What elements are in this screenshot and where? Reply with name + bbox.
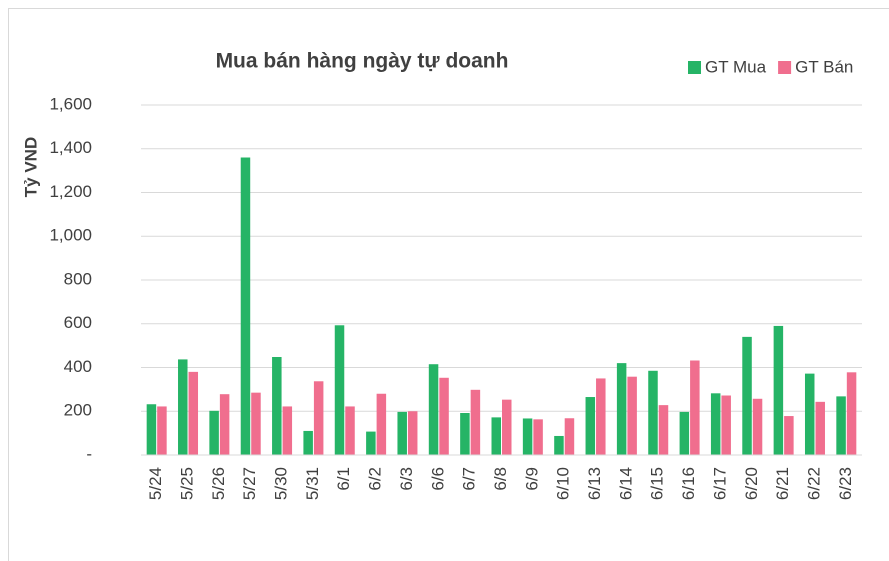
bar bbox=[533, 419, 543, 455]
x-tick-label: 6/8 bbox=[491, 467, 510, 491]
bar bbox=[334, 325, 345, 455]
x-tick-label: 5/27 bbox=[240, 467, 259, 500]
y-tick-label: 800 bbox=[64, 269, 92, 288]
bar bbox=[648, 370, 658, 455]
bar bbox=[157, 406, 167, 455]
bar bbox=[146, 404, 157, 455]
bar bbox=[846, 372, 857, 455]
bar bbox=[690, 360, 700, 455]
bar bbox=[178, 359, 188, 455]
x-tick-label: 5/24 bbox=[146, 467, 165, 500]
bar bbox=[773, 325, 784, 455]
bar bbox=[366, 431, 376, 455]
bar bbox=[376, 393, 387, 455]
x-tick-label: 6/20 bbox=[742, 467, 761, 500]
bar bbox=[407, 411, 418, 455]
x-tick-label: 6/6 bbox=[428, 467, 447, 491]
y-tick-label: 400 bbox=[64, 357, 92, 376]
bar bbox=[836, 396, 846, 455]
bar bbox=[428, 364, 439, 455]
bar bbox=[627, 376, 637, 455]
bar bbox=[815, 401, 825, 455]
bar bbox=[721, 395, 731, 455]
legend-label: GT Bán bbox=[795, 57, 853, 76]
bar bbox=[272, 357, 282, 455]
bar bbox=[491, 417, 501, 455]
bar bbox=[564, 418, 575, 455]
x-tick-label: 6/23 bbox=[836, 467, 855, 500]
bar bbox=[345, 406, 355, 455]
x-tick-label: 6/10 bbox=[554, 467, 573, 500]
y-tick-label: 1,200 bbox=[49, 182, 92, 201]
x-tick-label: 6/21 bbox=[773, 467, 792, 500]
x-tick-label: 6/16 bbox=[679, 467, 698, 500]
bar bbox=[522, 418, 533, 455]
y-tick-label: 1,000 bbox=[49, 226, 92, 245]
bar bbox=[397, 411, 407, 455]
x-tick-label: 5/26 bbox=[209, 467, 228, 500]
y-axis-label: Tỷ VND bbox=[21, 137, 40, 197]
bar bbox=[710, 393, 721, 455]
bar bbox=[752, 398, 763, 455]
x-tick-label: 6/22 bbox=[804, 467, 823, 500]
bar bbox=[282, 406, 293, 455]
bar bbox=[188, 371, 199, 455]
x-tick-label: 6/15 bbox=[648, 467, 667, 500]
bar bbox=[439, 377, 449, 455]
bar bbox=[596, 378, 606, 455]
y-tick-label: - bbox=[86, 444, 92, 463]
x-tick-label: 5/25 bbox=[178, 467, 197, 500]
x-tick-label: 6/9 bbox=[522, 467, 541, 491]
x-tick-label: 6/13 bbox=[585, 467, 604, 500]
x-tick-label: 6/2 bbox=[366, 467, 385, 491]
x-tick-label: 6/3 bbox=[397, 467, 416, 491]
legend-swatch bbox=[778, 61, 792, 74]
chart-title: Mua bán hàng ngày tự doanh bbox=[216, 50, 509, 73]
bar bbox=[502, 399, 512, 455]
y-tick-label: 600 bbox=[64, 313, 92, 332]
bar bbox=[251, 392, 261, 455]
y-tick-label: 1,600 bbox=[49, 94, 92, 113]
bar bbox=[303, 430, 313, 455]
bar bbox=[313, 381, 324, 455]
legend-swatch bbox=[688, 61, 701, 74]
bar bbox=[219, 394, 230, 455]
bar bbox=[209, 410, 219, 455]
bar bbox=[742, 336, 752, 455]
bar bbox=[616, 363, 627, 455]
bar bbox=[585, 397, 596, 455]
x-tick-label: 6/7 bbox=[460, 467, 479, 491]
y-tick-label: 1,400 bbox=[49, 138, 92, 157]
bar bbox=[658, 405, 669, 455]
bar bbox=[240, 157, 251, 455]
chart-border bbox=[8, 8, 889, 561]
bar bbox=[679, 411, 690, 455]
bar bbox=[804, 373, 815, 455]
x-tick-label: 6/1 bbox=[334, 467, 353, 491]
legend-label: GT Mua bbox=[705, 57, 767, 76]
x-tick-label: 5/30 bbox=[272, 467, 291, 500]
bar bbox=[554, 435, 564, 455]
bar bbox=[784, 416, 794, 455]
x-tick-label: 5/31 bbox=[303, 467, 322, 500]
y-tick-label: 200 bbox=[64, 401, 92, 420]
bar bbox=[460, 413, 470, 455]
x-tick-label: 6/14 bbox=[616, 467, 635, 500]
bar bbox=[470, 389, 481, 455]
x-tick-label: 6/17 bbox=[710, 467, 729, 500]
